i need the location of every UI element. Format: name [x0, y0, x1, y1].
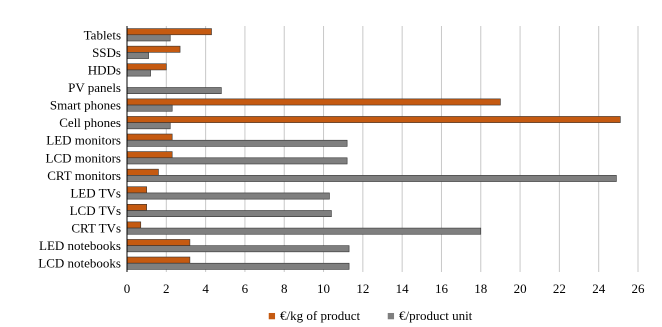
x-tick-label: 0	[124, 281, 131, 296]
bar-kg	[126, 133, 173, 141]
bar-kg	[126, 186, 147, 194]
bar-kg	[126, 168, 159, 176]
bar-kg	[126, 98, 501, 106]
x-axis-ticks: 0 2 4 6 8 10 12 14 16 18 20 22 24 26	[124, 281, 645, 296]
bar-kg	[126, 204, 147, 211]
bar-unit	[126, 104, 173, 112]
x-tick-label: 12	[356, 281, 369, 296]
x-tick-label: 4	[202, 281, 209, 296]
category-label: LCD TVs	[70, 203, 121, 218]
bar-kg	[126, 45, 181, 53]
category-label: Tablets	[84, 27, 121, 42]
x-tick-label: 2	[163, 281, 170, 296]
bar-unit	[126, 69, 151, 77]
x-tick-label: 14	[396, 281, 410, 296]
category-label: LCD notebooks	[38, 256, 121, 271]
bar-unit	[126, 157, 348, 165]
legend-label-unit: €/product unit	[399, 308, 473, 323]
category-label: Cell phones	[59, 115, 121, 130]
bar-kg	[126, 63, 167, 71]
category-label: PV panels	[68, 80, 121, 95]
category-label: HDDs	[88, 62, 121, 77]
bar-unit	[126, 139, 348, 147]
bar-kg	[126, 239, 191, 246]
bar-kg	[126, 256, 191, 264]
bar-unit	[126, 34, 171, 42]
category-label: LCD monitors	[46, 150, 121, 165]
bar-unit	[126, 227, 482, 235]
x-tick-label: 20	[514, 281, 527, 296]
bar-kg	[126, 28, 212, 36]
x-tick-label: 6	[242, 281, 249, 296]
legend-marker-kg: ■	[268, 308, 276, 323]
x-tick-label: 24	[592, 281, 606, 296]
x-tick-label: 16	[435, 281, 449, 296]
legend: ■ €/kg of product ■ €/product unit	[268, 308, 473, 323]
bar-unit	[126, 52, 149, 59]
bar-kg	[126, 151, 173, 159]
x-tick-label: 10	[317, 281, 330, 296]
category-labels: Tablets SSDs HDDs PV panels Smart phones Cell…	[38, 27, 121, 270]
legend-label-kg: €/kg of product	[280, 308, 361, 323]
gridlines	[165, 26, 639, 272]
x-tick-label: 26	[632, 281, 646, 296]
category-label: CRT monitors	[47, 168, 121, 183]
category-label: SSDs	[92, 45, 121, 60]
bar-unit	[126, 245, 350, 253]
category-label: CRT TVs	[71, 221, 121, 236]
category-label: LED notebooks	[39, 238, 121, 253]
bar-unit	[126, 210, 332, 217]
category-label: LED monitors	[46, 133, 121, 148]
legend-marker-unit: ■	[387, 308, 395, 323]
bar-unit	[126, 175, 617, 182]
bar-kg	[126, 221, 142, 229]
bar-kg	[126, 116, 621, 123]
category-label: LED TVs	[70, 185, 121, 200]
bar-unit	[126, 262, 350, 270]
bars	[126, 28, 621, 270]
bar-unit	[126, 192, 330, 200]
category-label: Smart phones	[50, 98, 121, 113]
bar-unit	[126, 87, 222, 94]
x-tick-label: 22	[553, 281, 566, 296]
x-tick-label: 18	[474, 281, 487, 296]
x-tick-label: 8	[281, 281, 288, 296]
bar-unit	[126, 122, 171, 130]
